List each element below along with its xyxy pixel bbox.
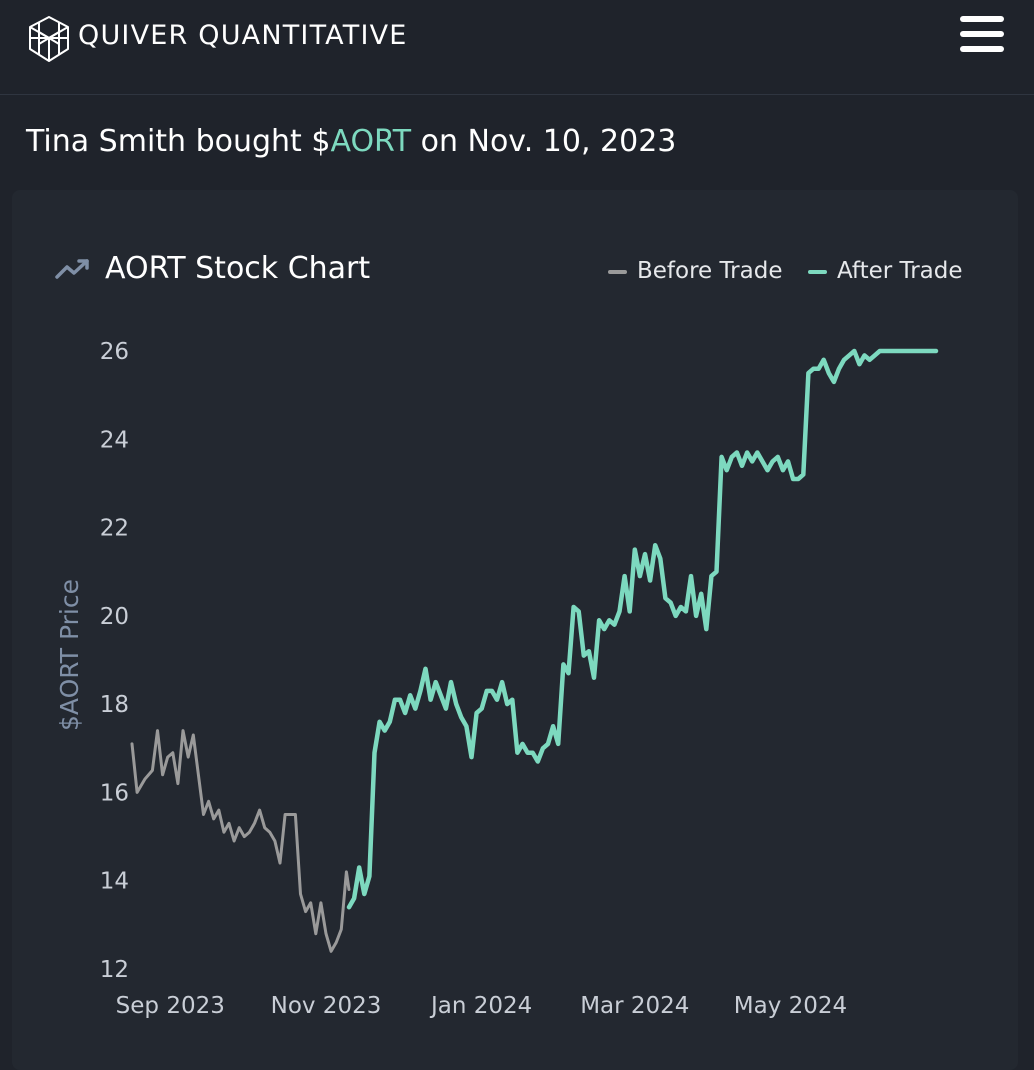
- quiver-logo-icon[interactable]: [24, 14, 74, 64]
- y-tick-label: 14: [100, 869, 129, 895]
- top-navigation-bar: QUIVER QUANTITATIVE: [0, 0, 1034, 95]
- trending-up-icon: [55, 259, 89, 279]
- x-tick-label: Mar 2024: [580, 993, 689, 1019]
- legend-before-trade[interactable]: Before Trade: [608, 258, 782, 284]
- legend-swatch-after: [808, 269, 827, 274]
- menu-bar: [960, 31, 1004, 37]
- title-suffix: on Nov. 10, 2023: [411, 124, 677, 159]
- y-tick-label: 12: [100, 957, 129, 983]
- x-tick-label: Nov 2023: [271, 993, 382, 1019]
- x-tick-label: Sep 2023: [116, 993, 225, 1019]
- page-title: Tina Smith bought $AORT on Nov. 10, 2023: [26, 124, 676, 159]
- menu-bar: [960, 46, 1004, 52]
- y-tick-label: 22: [100, 516, 129, 542]
- hamburger-menu-button[interactable]: [958, 14, 1006, 56]
- legend-label-after: After Trade: [837, 258, 963, 284]
- y-axis-ticks: 12 14 16 18 20 22 24 26: [100, 339, 129, 983]
- price-series: [130, 348, 939, 953]
- title-prefix: Tina Smith bought $: [26, 124, 331, 159]
- legend-swatch-before: [608, 269, 627, 274]
- series-line-before-trade[interactable]: [130, 729, 351, 953]
- x-tick-label: May 2024: [734, 993, 847, 1019]
- legend-label-before: Before Trade: [637, 258, 783, 284]
- series-line-after-trade[interactable]: [346, 348, 939, 910]
- y-tick-label: 20: [100, 604, 129, 630]
- y-axis-label: $AORT Price: [55, 579, 84, 731]
- x-axis-ticks: Sep 2023 Nov 2023 Jan 2024 Mar 2024 May 2024: [116, 993, 848, 1019]
- ticker-link[interactable]: AORT: [330, 124, 412, 159]
- y-tick-label: 26: [100, 339, 129, 365]
- brand-name[interactable]: QUIVER QUANTITATIVE: [78, 20, 408, 51]
- x-tick-label: Jan 2024: [429, 993, 532, 1019]
- y-tick-label: 16: [100, 780, 129, 806]
- y-tick-label: 18: [100, 692, 129, 718]
- y-tick-label: 24: [100, 427, 129, 453]
- chart-title: AORT Stock Chart: [105, 251, 371, 286]
- legend-after-trade[interactable]: After Trade: [808, 258, 963, 284]
- stock-chart-card: [12, 190, 1018, 1070]
- menu-bar: [960, 16, 1004, 22]
